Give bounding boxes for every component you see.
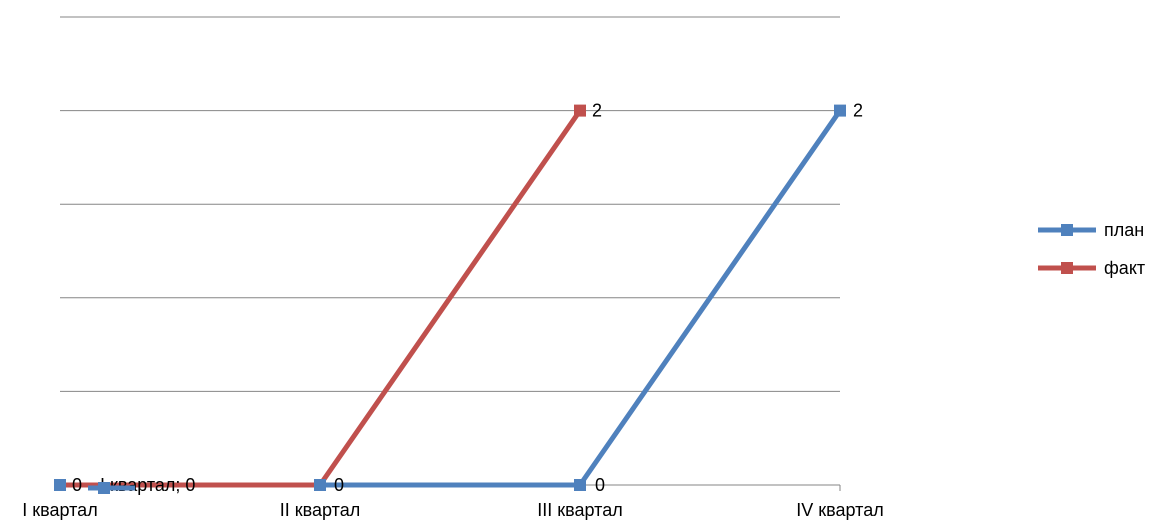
data-labels: I квартал; 0 0 2 0 0 2 (72, 101, 863, 495)
data-label-series-2: 2 (592, 101, 602, 121)
data-point-series-2 (574, 104, 586, 117)
x-tick-label: III квартал (537, 500, 622, 520)
gridlines (60, 16, 840, 392)
data-label-series-2: 0 (72, 475, 82, 495)
legend-label-series-2: факт (1104, 258, 1145, 278)
data-label-series-2: 0 (334, 475, 344, 495)
data-point-series-1 (54, 479, 66, 491)
legend-label-series-1: план (1104, 220, 1144, 240)
data-point-series-1 (834, 104, 846, 117)
data-label-series-1: 0 (595, 475, 605, 495)
data-point-series-1 (574, 479, 586, 491)
x-tick-label: II квартал (280, 500, 360, 520)
data-label-series-1: I квартал; 0 (100, 475, 195, 495)
x-tick-label: IV квартал (796, 500, 883, 520)
series-markers (54, 104, 846, 491)
legend-marker-series-1 (1061, 224, 1073, 236)
data-label-series-1: 2 (853, 101, 863, 121)
legend-marker-series-2 (1061, 262, 1073, 274)
data-point-series-1 (314, 479, 326, 491)
x-tick-label: I квартал (22, 500, 97, 520)
legend: план факт (1038, 220, 1145, 278)
